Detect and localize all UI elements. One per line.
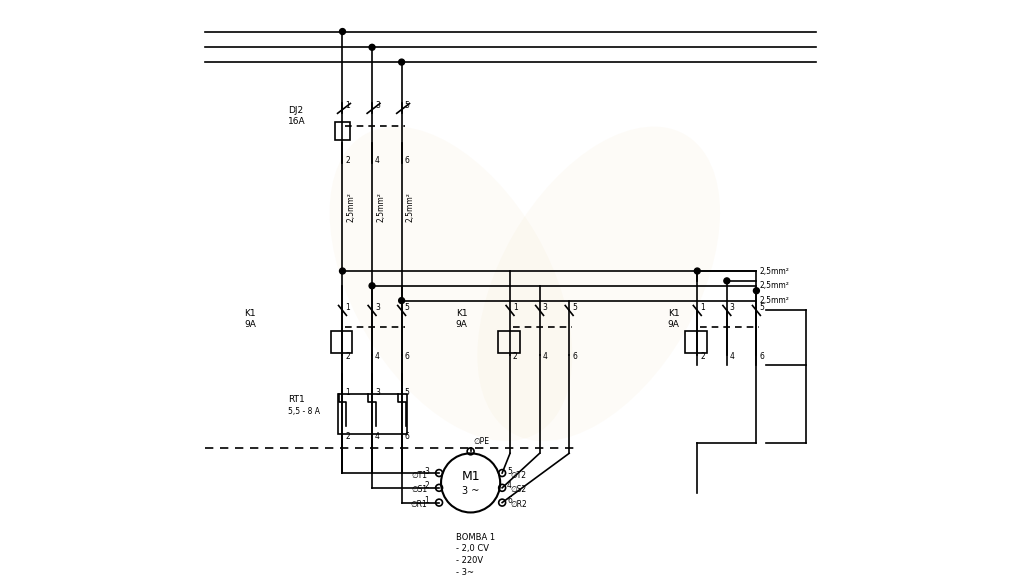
Circle shape xyxy=(340,268,345,274)
Text: 6: 6 xyxy=(572,353,577,361)
Text: 2: 2 xyxy=(345,156,350,165)
Text: 5: 5 xyxy=(507,467,512,476)
Text: 3: 3 xyxy=(375,303,380,312)
Circle shape xyxy=(369,44,375,50)
Text: 9A: 9A xyxy=(244,320,256,329)
Text: ∅R2: ∅R2 xyxy=(510,500,526,509)
Ellipse shape xyxy=(330,127,572,441)
Text: 3: 3 xyxy=(375,101,380,110)
Text: 3: 3 xyxy=(543,303,548,312)
Circle shape xyxy=(724,278,730,284)
Text: 5: 5 xyxy=(760,303,764,312)
Text: 4: 4 xyxy=(507,482,512,490)
Text: 3: 3 xyxy=(375,388,380,397)
Text: RT1: RT1 xyxy=(289,395,305,404)
Text: ∅T1: ∅T1 xyxy=(412,471,427,479)
Circle shape xyxy=(398,298,404,304)
Text: ∅R1: ∅R1 xyxy=(411,500,427,509)
Text: - 3~: - 3~ xyxy=(456,568,474,576)
Text: 1: 1 xyxy=(425,496,429,505)
Text: 4: 4 xyxy=(375,156,380,165)
Text: 3 ~: 3 ~ xyxy=(462,486,479,496)
Text: ∅PE: ∅PE xyxy=(473,437,489,446)
Circle shape xyxy=(340,29,345,35)
Text: 9A: 9A xyxy=(456,320,468,329)
Text: 4: 4 xyxy=(543,353,548,361)
Circle shape xyxy=(369,283,375,289)
Text: 2,5mm²: 2,5mm² xyxy=(760,267,790,275)
Text: 2: 2 xyxy=(345,353,350,361)
Text: 3: 3 xyxy=(424,467,429,476)
Circle shape xyxy=(694,268,700,274)
Text: - 2,0 CV: - 2,0 CV xyxy=(456,544,488,554)
Text: 4: 4 xyxy=(375,432,380,441)
Text: 2,5mm²: 2,5mm² xyxy=(760,281,790,290)
Text: 5: 5 xyxy=(404,388,410,397)
Text: 16A: 16A xyxy=(289,117,306,126)
Text: 2,5mm²: 2,5mm² xyxy=(406,192,415,222)
Text: 1: 1 xyxy=(345,303,350,312)
Text: ∅T2: ∅T2 xyxy=(510,471,526,479)
Text: 1: 1 xyxy=(345,388,350,397)
Text: 2,5mm²: 2,5mm² xyxy=(346,192,355,222)
Text: 4: 4 xyxy=(730,353,734,361)
Text: 6: 6 xyxy=(404,432,410,441)
Text: 2: 2 xyxy=(345,432,350,441)
Text: 5: 5 xyxy=(404,303,410,312)
Text: 4: 4 xyxy=(375,353,380,361)
Text: DJ2: DJ2 xyxy=(289,106,303,115)
Text: 6: 6 xyxy=(404,156,410,165)
Text: ∅S1: ∅S1 xyxy=(411,486,427,494)
Text: 2: 2 xyxy=(513,353,518,361)
Text: 2,5mm²: 2,5mm² xyxy=(760,296,790,305)
Text: 1: 1 xyxy=(700,303,705,312)
Text: 6: 6 xyxy=(404,353,410,361)
Text: K1: K1 xyxy=(244,309,256,318)
Text: 5: 5 xyxy=(572,303,577,312)
Text: BOMBA 1: BOMBA 1 xyxy=(456,533,495,541)
Circle shape xyxy=(398,59,404,65)
Ellipse shape xyxy=(477,127,720,441)
Text: 5,5 - 8 A: 5,5 - 8 A xyxy=(289,407,321,416)
Text: - 220V: - 220V xyxy=(456,556,483,565)
Text: 9A: 9A xyxy=(668,320,680,329)
Text: 6: 6 xyxy=(760,353,764,361)
Text: 3: 3 xyxy=(730,303,734,312)
Text: M1: M1 xyxy=(461,471,480,483)
Text: 6: 6 xyxy=(507,496,512,505)
Text: 2: 2 xyxy=(425,482,429,490)
Text: 2,5mm²: 2,5mm² xyxy=(376,192,385,222)
Text: K1: K1 xyxy=(456,309,467,318)
Text: K1: K1 xyxy=(668,309,679,318)
Text: ∅S2: ∅S2 xyxy=(510,486,526,494)
Text: 1: 1 xyxy=(513,303,518,312)
Text: 2: 2 xyxy=(700,353,705,361)
Text: 1: 1 xyxy=(345,101,350,110)
Circle shape xyxy=(754,288,760,294)
Text: 5: 5 xyxy=(404,101,410,110)
